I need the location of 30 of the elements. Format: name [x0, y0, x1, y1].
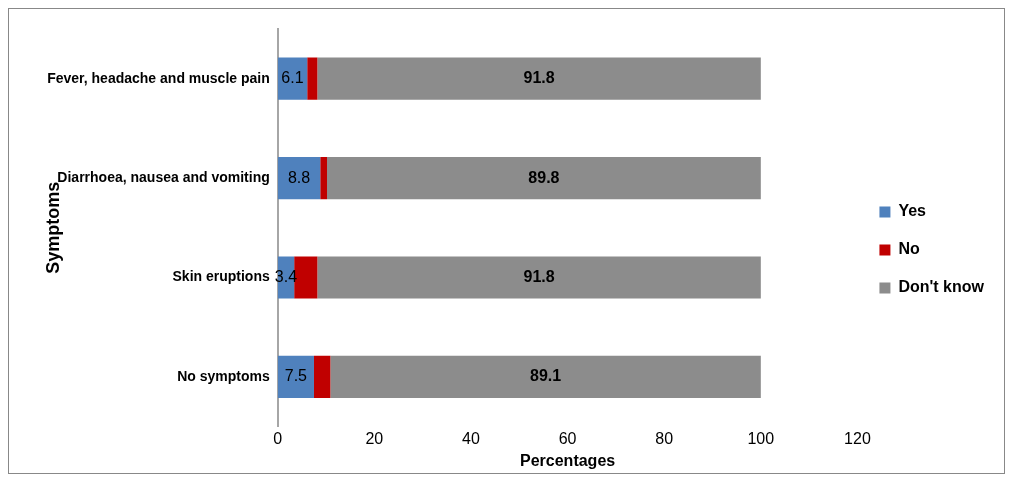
- data-label: 91.8: [523, 267, 555, 285]
- bar: [317, 256, 761, 299]
- bar: [277, 156, 321, 200]
- bar: [317, 57, 761, 100]
- bar: [313, 355, 331, 399]
- bar: [320, 156, 328, 200]
- legend-label: No: [898, 240, 920, 258]
- x-tick-label: 120: [844, 429, 871, 447]
- data-label: 6.1: [281, 69, 304, 87]
- data-label: 8.8: [287, 168, 311, 186]
- data-label: 91.8: [523, 69, 555, 87]
- bar: [277, 355, 314, 399]
- data-label: 89.8: [528, 168, 560, 186]
- y-tick-label: No symptoms: [177, 367, 270, 384]
- bar: [307, 57, 318, 100]
- legend-label: Don't know: [898, 278, 985, 296]
- x-tick-label: 0: [273, 429, 283, 447]
- x-tick-label: 20: [365, 429, 384, 447]
- bar: [330, 355, 761, 399]
- bar: [327, 156, 761, 200]
- x-axis-title: Percentages: [520, 451, 616, 469]
- legend-label: Yes: [898, 202, 927, 220]
- x-tick-label: 60: [558, 429, 577, 447]
- y-tick-label: Skin eruptions: [172, 268, 270, 285]
- y-tick-label: Fever, headache and muscle pain: [47, 69, 270, 86]
- x-tick-label: 40: [462, 429, 480, 447]
- x-tick-label: 80: [655, 429, 674, 447]
- data-label: 7.5: [284, 367, 308, 385]
- x-tick-label: 100: [747, 429, 775, 447]
- data-label: 89.1: [530, 367, 562, 385]
